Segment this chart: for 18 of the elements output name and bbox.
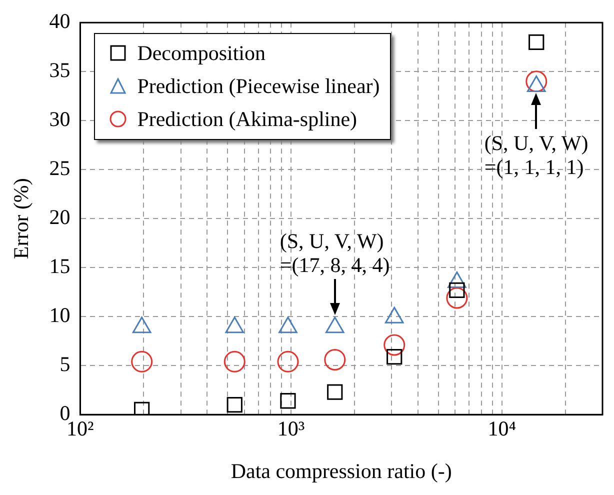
legend-label: Prediction (Akima-spline) bbox=[137, 106, 358, 133]
x-axis-title: Data compression ratio (-) bbox=[230, 458, 452, 483]
x-tick-label: 10³ bbox=[277, 416, 305, 441]
legend-label: Decomposition bbox=[137, 40, 266, 67]
y-tick-label: 10 bbox=[49, 303, 70, 328]
annotation: (S, U, V, W) =(17, 8, 4, 4) bbox=[280, 229, 390, 278]
y-tick-label: 0 bbox=[60, 401, 70, 426]
annotation: (S, U, V, W) =(1, 1, 1, 1) bbox=[484, 131, 588, 180]
y-tick-label: 20 bbox=[49, 205, 70, 230]
y-tick-label: 15 bbox=[49, 254, 70, 278]
y-tick-label: 40 bbox=[49, 9, 70, 34]
y-tick-label: 5 bbox=[60, 352, 70, 376]
y-tick-label: 25 bbox=[49, 156, 70, 180]
y-tick-label: 35 bbox=[49, 58, 70, 82]
y-axis-title: Error (%) bbox=[9, 178, 34, 260]
legend-label: Prediction (Piecewise linear) bbox=[137, 72, 380, 100]
x-tick-label: 10⁴ bbox=[488, 416, 516, 441]
y-tick-label: 30 bbox=[49, 107, 70, 132]
